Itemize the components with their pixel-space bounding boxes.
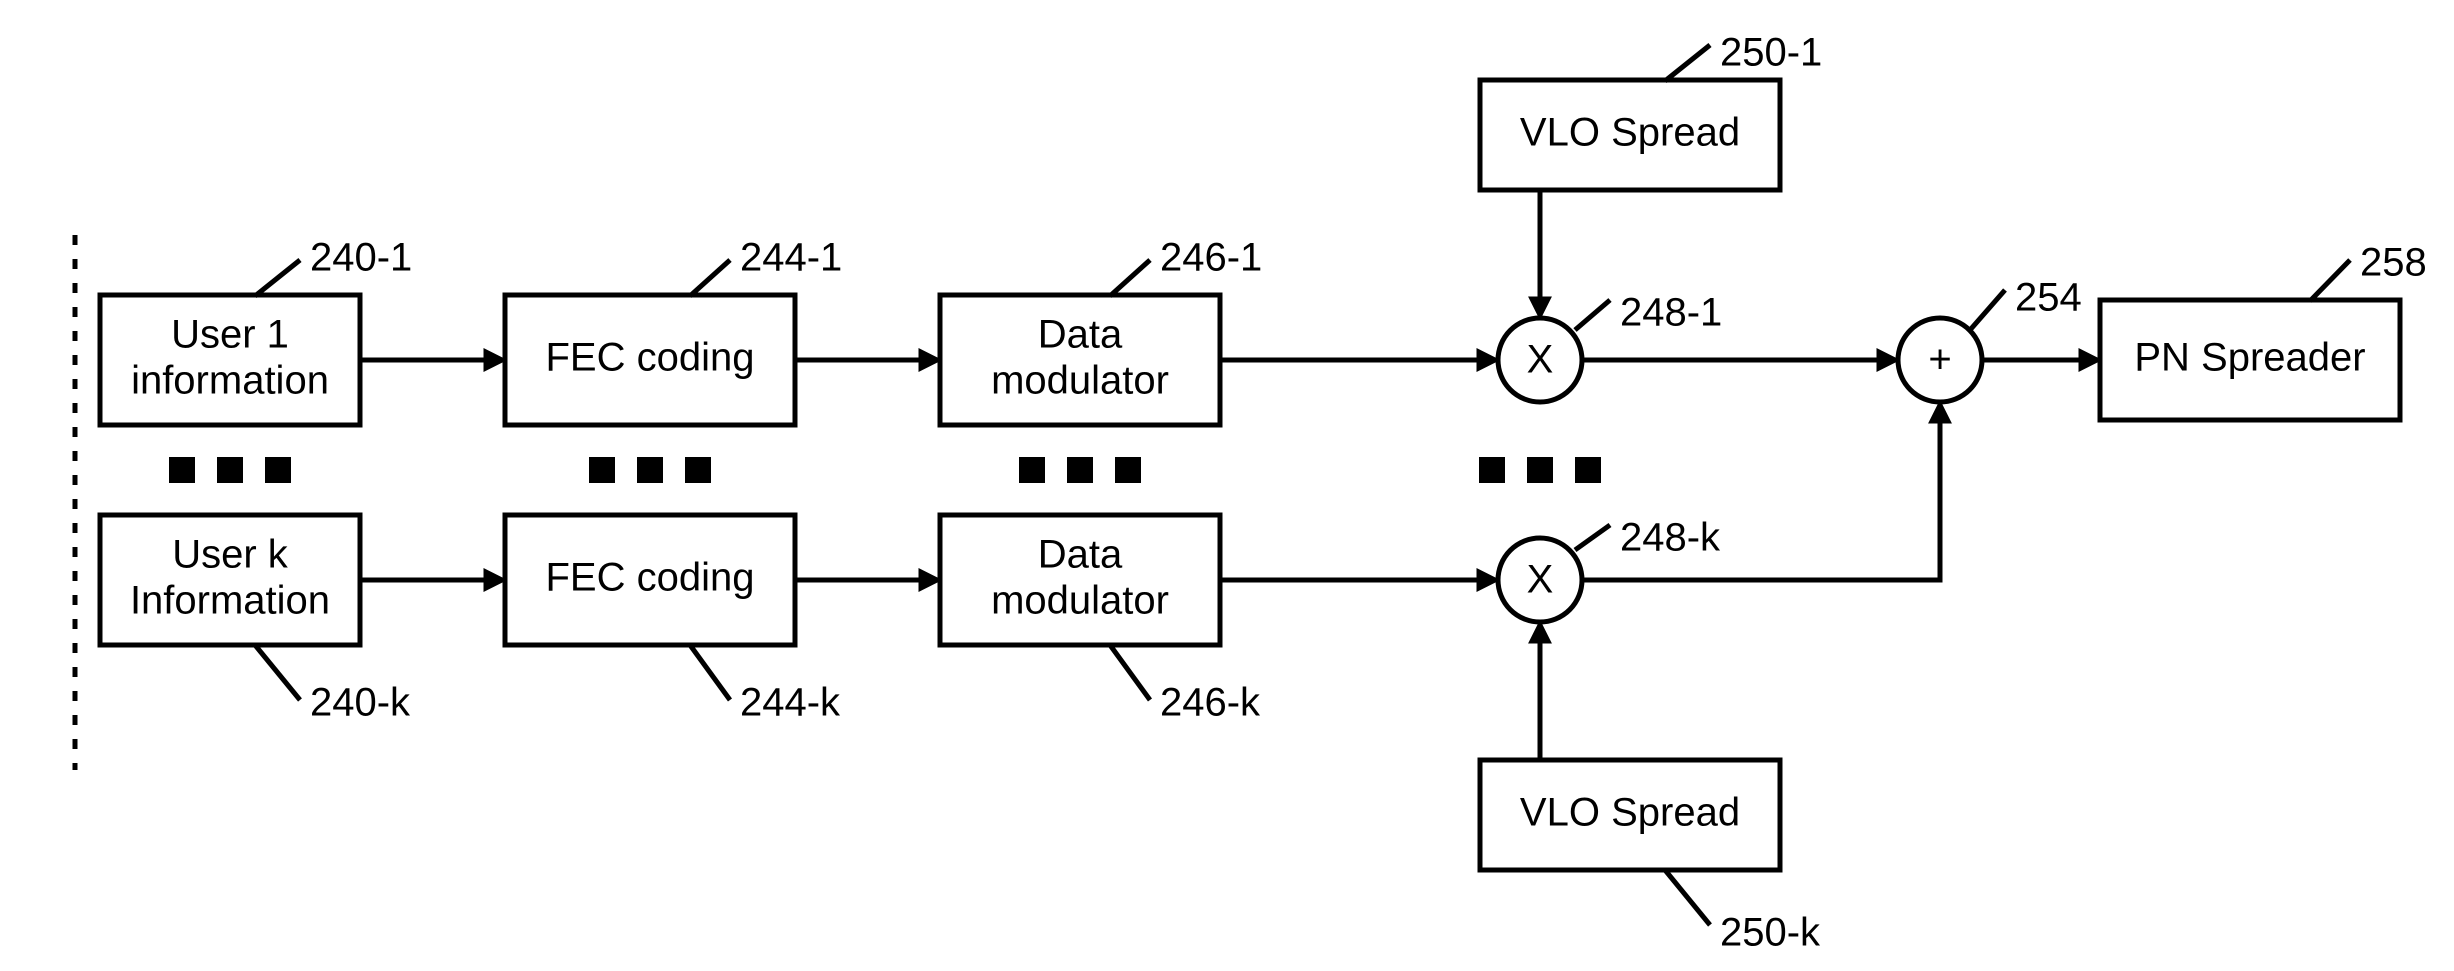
multiplier-mk-symbol: X xyxy=(1527,558,1554,602)
callout-label-c_modk: 246-k xyxy=(1160,681,1261,725)
callout-tick-c_vlok xyxy=(1665,870,1710,925)
userk-label-line0: User k xyxy=(172,533,289,577)
adder-symbol: + xyxy=(1928,338,1951,382)
callout-tick-c_vlo1 xyxy=(1665,45,1710,81)
callout-tick-c_pn xyxy=(2310,260,2350,301)
callout-label-c_userk: 240-k xyxy=(310,681,411,725)
callout-tick-c_m1 xyxy=(1575,300,1610,330)
vlo1-block: VLO Spread xyxy=(1480,80,1780,190)
feck-label-line0: FEC coding xyxy=(546,556,755,600)
modk-block: Datamodulator xyxy=(940,515,1220,645)
mod1-label-line0: Data xyxy=(1038,313,1123,357)
callout-tick-c_fec1 xyxy=(690,260,730,296)
callout-tick-c_mk xyxy=(1575,525,1610,550)
modk-label-line1: modulator xyxy=(991,579,1169,623)
callout-label-c_user1: 240-1 xyxy=(310,236,412,280)
ellipsis-dot xyxy=(589,457,615,483)
callout-label-c_mod1: 246-1 xyxy=(1160,236,1262,280)
user1-block: User 1information xyxy=(100,295,360,425)
callout-tick-c_mod1 xyxy=(1110,260,1150,296)
vlo1-label-line0: VLO Spread xyxy=(1520,111,1740,155)
ellipsis-dot xyxy=(1019,457,1045,483)
adder: + xyxy=(1898,318,1982,402)
callout-label-c_m1: 248-1 xyxy=(1620,291,1722,335)
mod1-label-line1: modulator xyxy=(991,359,1169,403)
ellipsis-dot xyxy=(1115,457,1141,483)
ellipsis-dot xyxy=(1479,457,1505,483)
ellipsis-dot xyxy=(169,457,195,483)
callout-label-c_vlo1: 250-1 xyxy=(1720,31,1822,75)
callout-tick-c_feck xyxy=(690,645,730,700)
ellipsis-dot xyxy=(637,457,663,483)
callout-label-c_fec1: 244-1 xyxy=(740,236,842,280)
pn-block: PN Spreader xyxy=(2100,300,2400,420)
multiplier-m1: X xyxy=(1498,318,1582,402)
userk-label-line1: Information xyxy=(130,579,330,623)
callout-tick-c_modk xyxy=(1110,645,1150,700)
feck-block: FEC coding xyxy=(505,515,795,645)
callout-tick-c_user1 xyxy=(255,260,300,296)
ellipsis-dot xyxy=(1527,457,1553,483)
ellipsis-dot xyxy=(265,457,291,483)
ellipsis-dot xyxy=(217,457,243,483)
ellipsis-dot xyxy=(685,457,711,483)
multiplier-mk: X xyxy=(1498,538,1582,622)
callout-label-c_pn: 258 xyxy=(2360,241,2427,285)
callout-label-c_mk: 248-k xyxy=(1620,516,1721,560)
callout-label-c_add: 254 xyxy=(2015,276,2082,320)
mod1-block: Datamodulator xyxy=(940,295,1220,425)
callout-tick-c_userk xyxy=(255,645,300,700)
user1-label-line0: User 1 xyxy=(171,313,289,357)
callout-label-c_feck: 244-k xyxy=(740,681,841,725)
fec1-label-line0: FEC coding xyxy=(546,336,755,380)
userk-block: User kInformation xyxy=(100,515,360,645)
vlok-block: VLO Spread xyxy=(1480,760,1780,870)
user1-label-line1: information xyxy=(131,359,329,403)
fec1-block: FEC coding xyxy=(505,295,795,425)
pn-label-line0: PN Spreader xyxy=(2134,336,2365,380)
vlok-label-line0: VLO Spread xyxy=(1520,791,1740,835)
ellipsis-dot xyxy=(1575,457,1601,483)
modk-label-line0: Data xyxy=(1038,533,1123,577)
multiplier-m1-symbol: X xyxy=(1527,338,1554,382)
callout-tick-c_add xyxy=(1970,290,2005,330)
callout-label-c_vlok: 250-k xyxy=(1720,911,1821,955)
ellipsis-dot xyxy=(1067,457,1093,483)
